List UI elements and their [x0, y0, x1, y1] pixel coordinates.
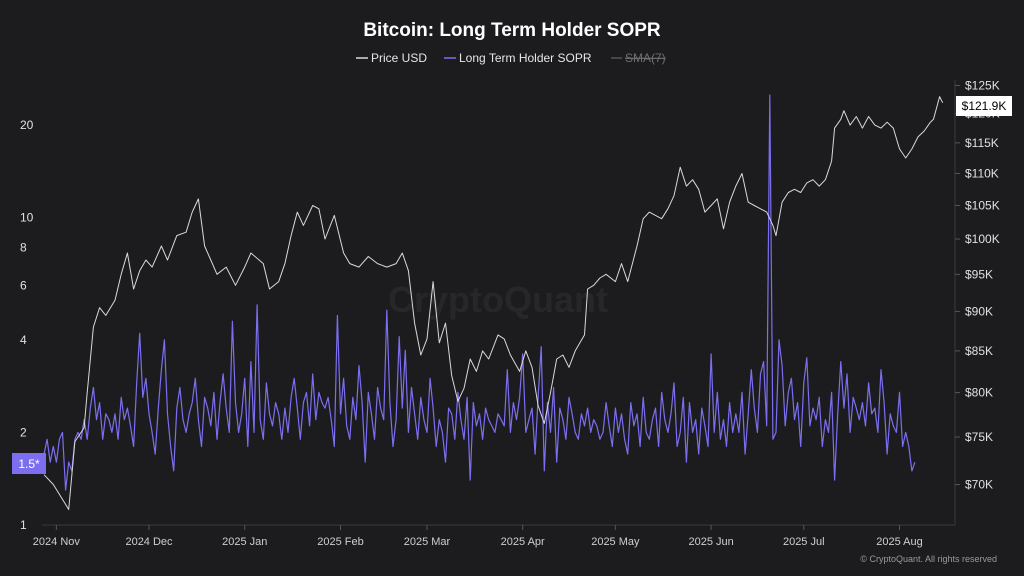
x-tick-label: 2025 Jan: [222, 536, 267, 548]
right-tick-label: $90K: [965, 305, 993, 319]
legend-item-sma[interactable]: SMA(7): [611, 51, 666, 65]
right-tick-label: $70K: [965, 478, 993, 492]
right-tick-label: $95K: [965, 267, 993, 281]
current-sopr-marker: 1.5*: [12, 453, 46, 474]
legend: Price USD Long Term Holder SOPR SMA(7): [356, 51, 666, 65]
watermark: CryptoQuant: [388, 279, 608, 320]
right-tick-label: $75K: [965, 430, 993, 444]
current-sopr-label: 1.5*: [18, 457, 40, 471]
right-axis: $70K $75K $80K $85K $90K $95K $100K $105K $110K $…: [955, 78, 1000, 492]
current-price-label: $121.9K: [962, 99, 1007, 113]
sopr-series-line: [43, 94, 916, 491]
legend-label-sopr: Long Term Holder SOPR: [459, 51, 592, 65]
chart-title: Bitcoin: Long Term Holder SOPR: [363, 20, 661, 41]
left-axis: 1 2 4 6 8 10 20: [20, 118, 34, 532]
left-tick-label: 8: [20, 240, 27, 254]
left-tick-label: 20: [20, 118, 34, 132]
x-axis: 2024 Nov 2024 Dec 2025 Jan 2025 Feb 2025 Mar…: [33, 525, 923, 548]
x-tick-label: 2024 Nov: [33, 536, 81, 548]
x-tick-label: 2025 Jul: [783, 536, 825, 548]
legend-label-sma: SMA(7): [625, 51, 666, 65]
current-sopr-box: [12, 453, 46, 474]
right-tick-label: $125K: [965, 78, 1000, 92]
x-tick-label: 2024 Dec: [125, 536, 173, 548]
x-tick-label: 2025 Mar: [404, 536, 451, 548]
plot-area: [43, 94, 944, 510]
left-tick-label: 10: [20, 211, 34, 225]
left-tick-label: 2: [20, 425, 27, 439]
left-tick-label: 4: [20, 333, 27, 347]
price-series-line: [43, 96, 944, 510]
copyright: © CryptoQuant. All rights reserved: [860, 554, 997, 564]
x-tick-label: 2025 Aug: [876, 536, 923, 548]
left-tick-label: 6: [20, 279, 27, 293]
x-tick-label: 2025 Apr: [501, 536, 545, 548]
left-tick-label: 1: [20, 518, 27, 532]
legend-item-sopr[interactable]: Long Term Holder SOPR: [444, 51, 592, 65]
legend-item-price[interactable]: Price USD: [356, 51, 427, 65]
right-tick-label: $115K: [965, 136, 999, 150]
right-tick-label: $105K: [965, 198, 1000, 212]
legend-label-price: Price USD: [371, 51, 427, 65]
right-tick-label: $85K: [965, 344, 993, 358]
x-tick-label: 2025 May: [591, 536, 640, 548]
right-tick-label: $80K: [965, 386, 993, 400]
current-price-marker: $121.9K: [956, 96, 1012, 116]
x-tick-label: 2025 Jun: [688, 536, 733, 548]
x-tick-label: 2025 Feb: [317, 536, 363, 548]
right-tick-label: $100K: [965, 232, 1000, 246]
right-tick-label: $110K: [965, 166, 999, 180]
current-price-box: [956, 96, 1012, 116]
